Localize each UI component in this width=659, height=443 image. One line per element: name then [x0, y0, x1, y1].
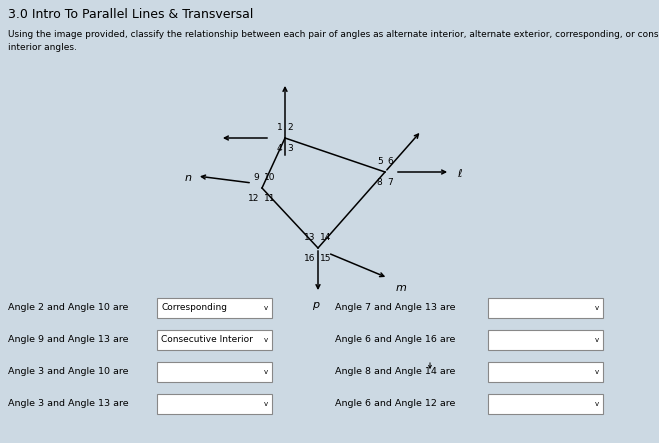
Text: Angle 8 and Angle 14 are: Angle 8 and Angle 14 are: [335, 368, 455, 377]
Text: interior angles.: interior angles.: [8, 43, 77, 52]
FancyBboxPatch shape: [488, 298, 603, 318]
Text: p: p: [312, 300, 320, 310]
FancyBboxPatch shape: [488, 394, 603, 414]
Text: Corresponding: Corresponding: [161, 303, 227, 312]
Text: 13: 13: [304, 233, 316, 241]
Text: v: v: [595, 401, 599, 407]
Text: Angle 9 and Angle 13 are: Angle 9 and Angle 13 are: [8, 335, 129, 345]
Text: v: v: [264, 369, 268, 375]
FancyBboxPatch shape: [157, 298, 272, 318]
Text: Angle 7 and Angle 13 are: Angle 7 and Angle 13 are: [335, 303, 455, 312]
Text: 16: 16: [304, 254, 316, 264]
FancyBboxPatch shape: [157, 394, 272, 414]
Text: Consecutive Interior: Consecutive Interior: [161, 335, 253, 345]
Text: v: v: [264, 401, 268, 407]
Text: 9: 9: [254, 173, 260, 182]
FancyBboxPatch shape: [157, 362, 272, 382]
FancyBboxPatch shape: [157, 330, 272, 350]
Text: 3: 3: [287, 144, 293, 153]
Text: v: v: [264, 337, 268, 343]
Text: 14: 14: [320, 233, 331, 241]
Text: Angle 3 and Angle 13 are: Angle 3 and Angle 13 are: [8, 400, 129, 408]
Text: Angle 3 and Angle 10 are: Angle 3 and Angle 10 are: [8, 368, 129, 377]
Text: 4: 4: [277, 144, 283, 153]
Text: v: v: [595, 305, 599, 311]
Text: 10: 10: [264, 173, 276, 182]
FancyBboxPatch shape: [488, 330, 603, 350]
Text: Angle 6 and Angle 16 are: Angle 6 and Angle 16 are: [335, 335, 455, 345]
Text: v: v: [264, 305, 268, 311]
Text: ℓ: ℓ: [457, 169, 461, 179]
FancyBboxPatch shape: [488, 362, 603, 382]
Text: v: v: [595, 337, 599, 343]
Text: 8: 8: [377, 179, 383, 187]
Text: Using the image provided, classify the relationship between each pair of angles : Using the image provided, classify the r…: [8, 30, 659, 39]
Text: 5: 5: [377, 156, 383, 166]
Text: 11: 11: [264, 194, 276, 203]
Text: 15: 15: [320, 254, 332, 264]
Text: v: v: [595, 369, 599, 375]
Text: n: n: [185, 173, 192, 183]
Text: 12: 12: [248, 194, 260, 203]
Text: 7: 7: [387, 179, 393, 187]
Text: 6: 6: [387, 156, 393, 166]
Text: m: m: [396, 283, 407, 293]
Text: 2: 2: [287, 123, 293, 132]
Text: 3.0 Intro To Parallel Lines & Transversal: 3.0 Intro To Parallel Lines & Transversa…: [8, 8, 253, 21]
Text: Angle 6 and Angle 12 are: Angle 6 and Angle 12 are: [335, 400, 455, 408]
Text: Angle 2 and Angle 10 are: Angle 2 and Angle 10 are: [8, 303, 129, 312]
Text: 1: 1: [277, 123, 283, 132]
